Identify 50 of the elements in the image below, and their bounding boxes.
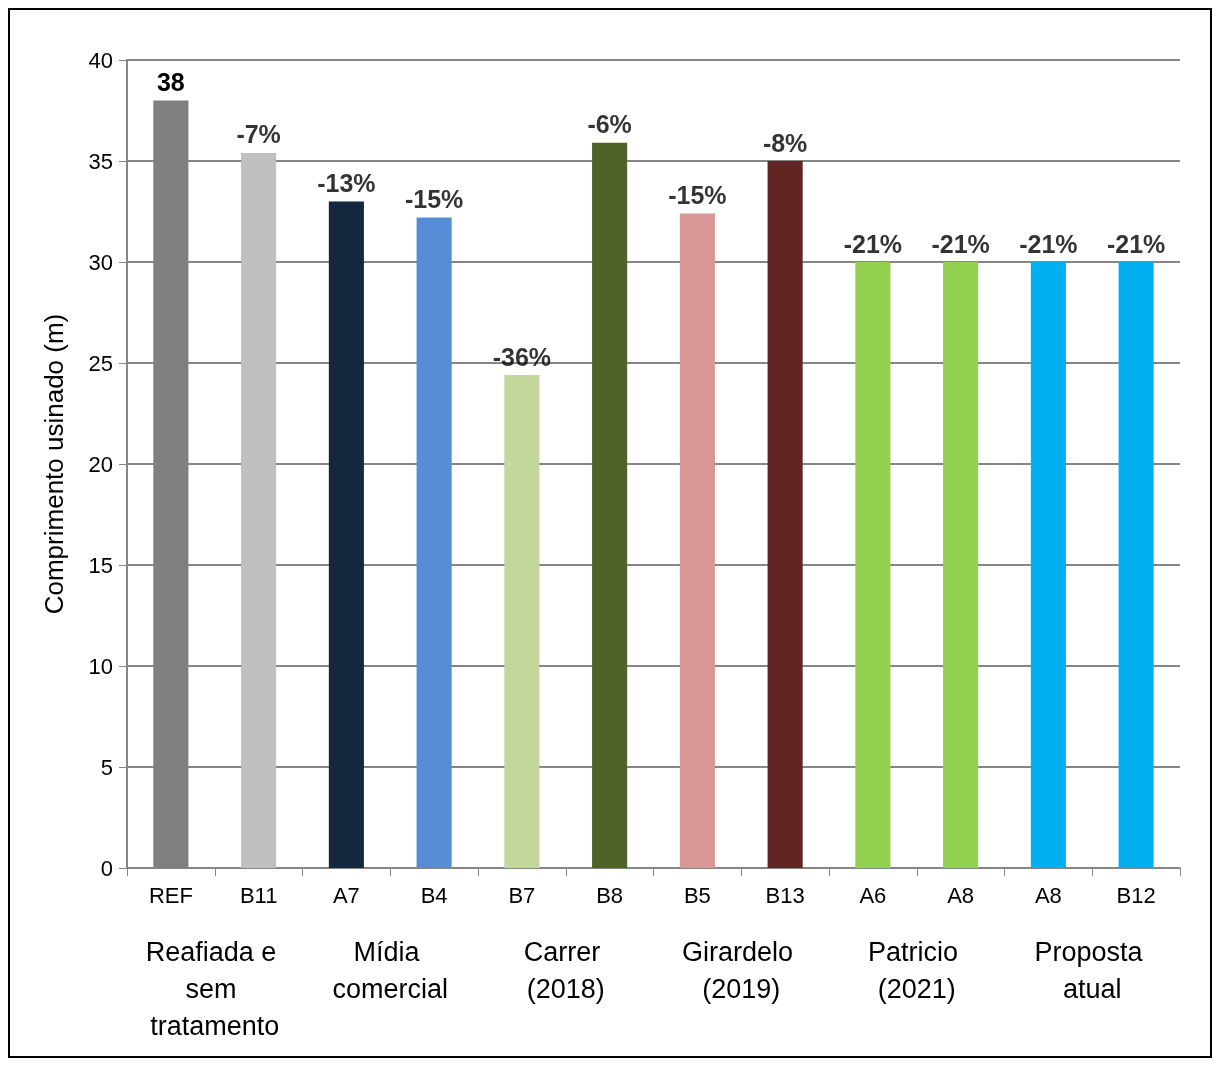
text: Carrer (2018) [523,936,608,1004]
annotation: -7% [236,120,281,149]
x-tick-label: A8 [1034,882,1062,908]
annotation: -8% [762,128,808,157]
y-tick-label: 10 [88,653,113,679]
y-tick-label: 0 [100,855,113,881]
annotation: -21% [931,229,990,258]
x-tick-label: A6 [859,882,887,908]
bar [943,262,979,868]
y-tick-label: 30 [88,249,113,275]
x-tick-label: B8 [596,882,624,908]
data-label: 38 [156,67,185,96]
bar [504,375,540,868]
bar [679,213,715,868]
bar [1118,262,1154,868]
y-tick-label: 25 [88,350,113,376]
annotation: -21% [843,229,903,258]
x-tick-label: REF [148,882,193,908]
y-tick-label: 35 [88,148,113,174]
bar [328,201,364,868]
text: Mídia comercial [332,936,449,1004]
annotation: -21% [1019,229,1078,258]
y-tick-label: 20 [88,451,113,477]
y-tick-label: 15 [88,552,113,578]
annotation: -21% [1106,229,1166,258]
y-axis-title: Comprimento usinado (m) [39,313,69,615]
text: Proposta atual [1034,936,1151,1004]
text: Girardelo (2019) [681,936,801,1004]
bar [416,217,452,868]
x-tick-label: B5 [683,882,711,908]
x-tick-label: B13 [765,882,805,908]
annotation: -15% [668,181,727,210]
y-tick-label: 40 [88,47,113,73]
y-tick-label: 5 [100,754,113,780]
x-tick-label: B7 [508,882,536,908]
bar [767,161,803,868]
x-tick-label: B11 [239,882,278,908]
text: Reafiada e sem tratamento [145,936,284,1041]
bar [1030,262,1066,868]
x-tick-label: B12 [1116,882,1156,908]
x-tick-label: A8 [947,882,975,908]
text: Patricio (2021) [867,936,966,1004]
annotation: -13% [317,168,376,197]
annotation: -15% [404,185,464,214]
x-tick-label: B4 [420,882,448,908]
bar [592,142,628,868]
annotation: -6% [587,110,632,139]
x-tick-label: A7 [332,882,360,908]
bar [855,262,891,868]
bar [241,152,277,868]
